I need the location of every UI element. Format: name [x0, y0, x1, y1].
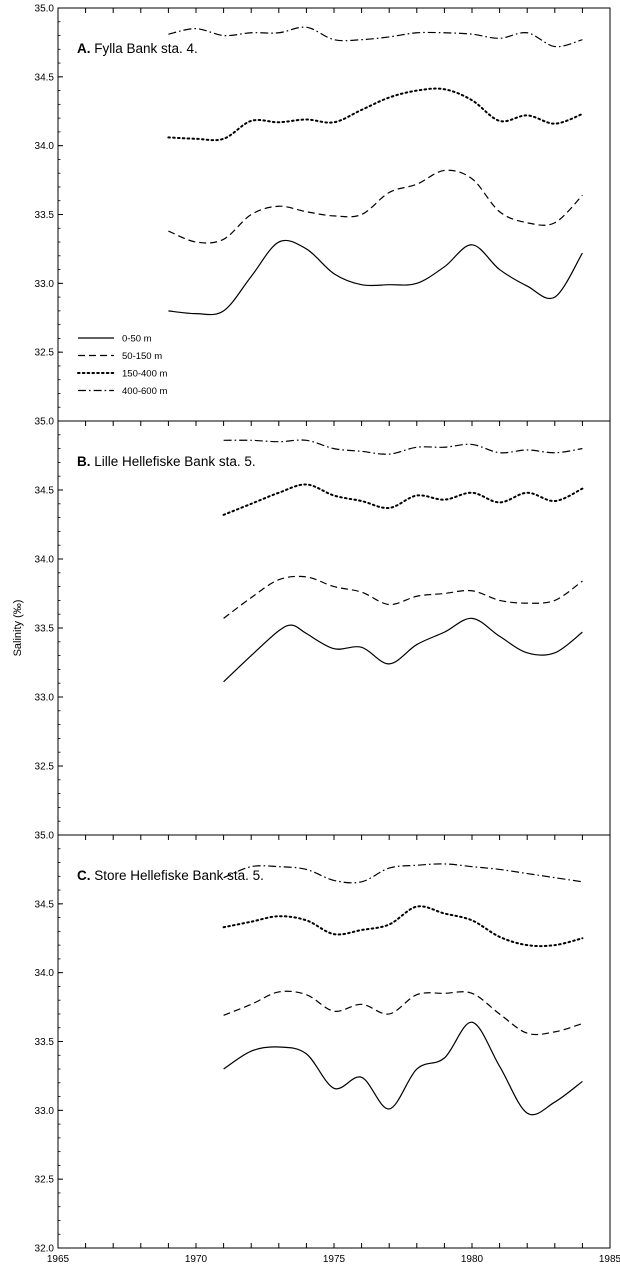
y-tick-label: 33.0 — [35, 693, 55, 704]
y-tick-label: 34.0 — [35, 555, 55, 566]
text-layer: 35.0 34.5 34.0 33.5 33.0 32.5 A. Fylla Bank st… — [12, 4, 620, 1266]
series-line-0-50-m — [223, 1021, 583, 1116]
y-tick-label: 33.0 — [35, 279, 55, 290]
series-line-0-50-m — [168, 239, 583, 316]
series-layer — [167, 26, 584, 1116]
series-line-150-400-m — [222, 905, 584, 948]
x-tick-label: 1985 — [599, 1254, 620, 1265]
y-axis-label: Salinity (‰) — [12, 600, 24, 657]
y-tick-label: 32.0 — [35, 1244, 55, 1255]
y-tick-label: 35.0 — [35, 831, 55, 842]
y-tick-label: 34.0 — [35, 141, 55, 152]
legend-layer: 0-50 m 50-150 m 150-400 m 400-600 m — [77, 334, 168, 397]
y-tick-label: 33.5 — [35, 210, 55, 221]
y-tick-label: 34.5 — [35, 72, 55, 83]
axes-layer — [57, 7, 611, 1249]
panel-title: C. Store Hellefiske Bank sta. 5. — [77, 868, 264, 883]
y-tick-label: 35.0 — [35, 417, 55, 428]
x-tick-label: 1970 — [185, 1254, 208, 1265]
y-tick-label: 34.5 — [35, 486, 55, 497]
series-line-0-50-m — [223, 617, 583, 683]
y-tick-label: 34.0 — [35, 968, 55, 979]
series-line-50-150-m — [168, 169, 583, 244]
y-tick-label: 33.5 — [35, 1037, 55, 1048]
y-tick-label: 35.0 — [35, 4, 55, 15]
panel-title: A. Fylla Bank sta. 4. — [77, 41, 198, 56]
x-tick-label: 1980 — [461, 1254, 484, 1265]
panel-title: B. Lille Hellefiske Bank sta. 5. — [77, 454, 256, 469]
series-line-400-600-m — [223, 863, 583, 884]
y-tick-label: 33.5 — [35, 624, 55, 635]
x-tick-label: 1975 — [323, 1254, 346, 1265]
series-line-400-600-m — [168, 26, 583, 48]
series-line-50-150-m — [223, 990, 583, 1036]
y-tick-label: 32.5 — [35, 762, 55, 773]
legend-label: 400-600 m — [122, 386, 168, 397]
legend-label: 150-400 m — [122, 369, 168, 380]
legend-label: 0-50 m — [122, 334, 152, 345]
series-line-150-400-m — [222, 483, 584, 516]
series-line-50-150-m — [223, 575, 583, 619]
plot-frame — [57, 7, 611, 1249]
legend-label: 50-150 m — [122, 351, 162, 362]
y-tick-label: 32.5 — [35, 348, 55, 359]
series-line-150-400-m — [167, 87, 584, 142]
y-tick-label: 33.0 — [35, 1106, 55, 1117]
series-line-400-600-m — [223, 439, 583, 455]
y-tick-label: 32.5 — [35, 1175, 55, 1186]
x-tick-label: 1965 — [47, 1254, 70, 1265]
y-tick-label: 34.5 — [35, 899, 55, 910]
